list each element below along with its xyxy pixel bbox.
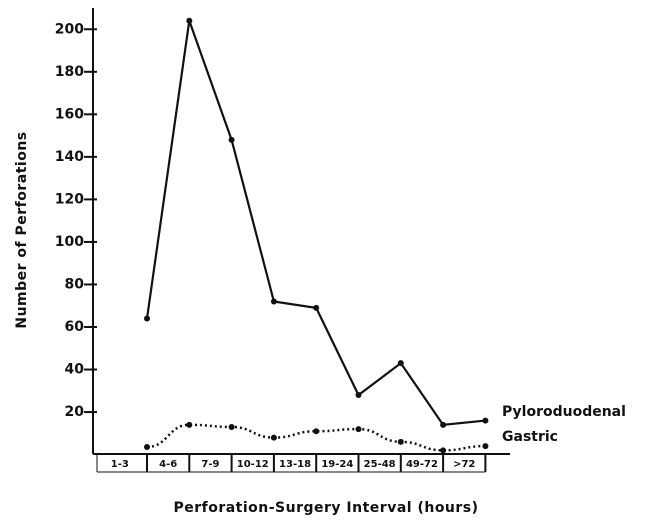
x-tick-label: 10-12 bbox=[237, 459, 269, 470]
point bbox=[228, 423, 235, 430]
point bbox=[355, 426, 362, 433]
x-tick-label: 19-24 bbox=[321, 459, 353, 470]
x-tick-label: 13-18 bbox=[279, 459, 311, 470]
y-tick-label: 180 bbox=[55, 64, 84, 80]
y-tick-label: 80 bbox=[65, 276, 85, 292]
y-tick-label: 40 bbox=[65, 362, 85, 378]
point bbox=[440, 447, 447, 454]
y-axis-title: Number of Perforations bbox=[14, 131, 30, 328]
point bbox=[186, 421, 193, 428]
x-tick-label: 7-9 bbox=[201, 459, 219, 470]
x-tick-label: 49-72 bbox=[406, 459, 438, 470]
x-tick-label: 25-48 bbox=[364, 459, 396, 470]
series-label: Gastric bbox=[502, 429, 558, 445]
point bbox=[270, 298, 277, 305]
point bbox=[144, 443, 150, 450]
point bbox=[397, 360, 404, 367]
point bbox=[228, 136, 235, 143]
point bbox=[355, 392, 362, 399]
point bbox=[313, 428, 320, 435]
point bbox=[440, 421, 447, 428]
point bbox=[186, 17, 193, 24]
y-tick-label: 60 bbox=[65, 319, 85, 335]
y-tick-label: 100 bbox=[55, 234, 84, 250]
y-tick-label: 200 bbox=[55, 21, 84, 37]
y-tick-label: 120 bbox=[55, 191, 84, 207]
point bbox=[482, 443, 489, 450]
point bbox=[397, 438, 404, 445]
x-tick-label: >72 bbox=[453, 459, 475, 470]
y-tick-label: 20 bbox=[65, 404, 85, 420]
point bbox=[270, 434, 277, 441]
x-tick-label: 1-3 bbox=[111, 459, 129, 470]
x-axis-title: Perforation-Surgery Interval (hours) bbox=[173, 500, 478, 516]
y-tick-label: 140 bbox=[55, 149, 84, 165]
point bbox=[313, 304, 320, 311]
series-line bbox=[145, 20, 486, 426]
point bbox=[144, 315, 150, 322]
series-label: Pyloroduodenal bbox=[502, 404, 626, 420]
y-tick-label: 160 bbox=[55, 106, 84, 122]
x-tick-label: 4-6 bbox=[159, 459, 177, 470]
point bbox=[482, 417, 489, 424]
